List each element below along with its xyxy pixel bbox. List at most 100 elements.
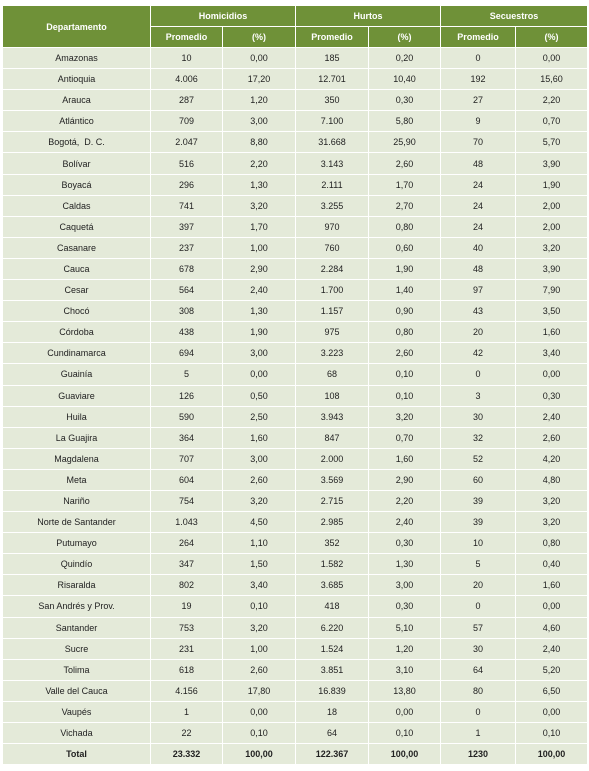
table-cell: 0 bbox=[440, 363, 517, 386]
table-cell: 3.943 bbox=[295, 405, 370, 428]
table-cell: 16.839 bbox=[295, 679, 370, 702]
table-cell: 60 bbox=[440, 468, 517, 491]
table-row: San Andrés y Prov. 19 0,10 418 0,30 0 0,00 bbox=[2, 595, 589, 618]
table-cell: 64 bbox=[440, 658, 517, 681]
table-cell: 590 bbox=[150, 405, 223, 428]
table-row: Magdalena 707 3,00 2.000 1,60 52 4,20 bbox=[2, 447, 589, 470]
table-cell: 0,00 bbox=[221, 363, 297, 386]
table-row: Valle del Cauca 4.156 17,80 16.839 13,80 80 6,… bbox=[2, 679, 589, 702]
table-cell: 0 bbox=[440, 46, 517, 70]
table-cell: San Andrés y Prov. bbox=[2, 595, 151, 618]
table-row: Cundinamarca 694 3,00 3.223 2,60 42 3,40 bbox=[2, 342, 589, 365]
table-cell: 42 bbox=[440, 342, 517, 365]
table-cell: 20 bbox=[440, 321, 517, 344]
table-cell: 0,80 bbox=[368, 215, 442, 238]
table-cell: 10 bbox=[150, 46, 223, 70]
table-row: Boyacá 296 1,30 2.111 1,70 24 1,90 bbox=[2, 173, 589, 196]
table-cell: 397 bbox=[150, 215, 223, 238]
table-cell: 2,40 bbox=[221, 279, 297, 302]
table-cell: 564 bbox=[150, 279, 223, 302]
table-cell: 3,00 bbox=[221, 447, 297, 470]
total-cell: Total bbox=[2, 743, 151, 766]
table-cell: 1,50 bbox=[221, 553, 297, 576]
table-cell: 0 bbox=[440, 595, 517, 618]
table-row: Guainía 5 0,00 68 0,10 0 0,00 bbox=[2, 363, 589, 386]
total-row: Total 23.332 100,00 122.367 100,00 1230 100,00 bbox=[2, 743, 589, 766]
group-header: Secuestros bbox=[440, 5, 589, 27]
table-cell: 2.284 bbox=[295, 257, 370, 281]
table-cell: 17,80 bbox=[221, 679, 297, 702]
table-row: Vichada 22 0,10 64 0,10 1 0,10 bbox=[2, 721, 589, 745]
table-cell: 364 bbox=[150, 426, 223, 449]
table-cell: 0,10 bbox=[515, 721, 589, 745]
table-cell: 3,00 bbox=[221, 342, 297, 365]
table-row: Vaupés 1 0,00 18 0,00 0 0,00 bbox=[2, 700, 589, 724]
table-cell: 1,70 bbox=[368, 173, 442, 196]
table-cell: 6,50 bbox=[515, 679, 589, 702]
table-cell: 12.701 bbox=[295, 68, 370, 91]
table-row: Chocó 308 1,30 1.157 0,90 43 3,50 bbox=[2, 300, 589, 323]
table-cell: 2,40 bbox=[515, 405, 589, 428]
table-row: Santander 753 3,20 6.220 5,10 57 4,60 bbox=[2, 616, 589, 639]
table-cell: 1,90 bbox=[221, 321, 297, 344]
table-cell: 1.043 bbox=[150, 511, 223, 534]
table-cell: 30 bbox=[440, 405, 517, 428]
table-cell: 64 bbox=[295, 721, 370, 745]
table-cell: 2,40 bbox=[515, 637, 589, 660]
table-cell: Caquetá bbox=[2, 215, 151, 238]
table-cell: 1 bbox=[150, 700, 223, 724]
table-cell: 4.156 bbox=[150, 679, 223, 702]
table-cell: 1,90 bbox=[515, 173, 589, 196]
table-cell: 802 bbox=[150, 574, 223, 597]
table-row: Guaviare 126 0,50 108 0,10 3 0,30 bbox=[2, 384, 589, 407]
table-cell: 0,30 bbox=[368, 89, 442, 112]
table-cell: 5,10 bbox=[368, 616, 442, 639]
table-cell: 97 bbox=[440, 279, 517, 302]
table-cell: 707 bbox=[150, 447, 223, 470]
table-cell: 9 bbox=[440, 110, 517, 133]
table-cell: 7,90 bbox=[515, 279, 589, 302]
table-row: Córdoba 438 1,90 975 0,80 20 1,60 bbox=[2, 321, 589, 344]
table-row: Bogotá, D. C. 2.047 8,80 31.668 25,90 70 5,70 bbox=[2, 131, 589, 154]
table-cell: Nariño bbox=[2, 489, 151, 513]
table-row: Sucre 231 1,00 1.524 1,20 30 2,40 bbox=[2, 637, 589, 660]
group-header: Hurtos bbox=[295, 5, 442, 27]
table-body: Amazonas 10 0,00 185 0,20 0 0,00 Antioquia 4.006… bbox=[2, 46, 589, 766]
table-cell: 5 bbox=[440, 553, 517, 576]
table-cell: 3,50 bbox=[515, 300, 589, 323]
table-cell: Norte de Santander bbox=[2, 511, 151, 534]
table-cell: 3,10 bbox=[368, 658, 442, 681]
table-cell: 0,70 bbox=[368, 426, 442, 449]
table-row: Caldas 741 3,20 3.255 2,70 24 2,00 bbox=[2, 194, 589, 217]
table-cell: 30 bbox=[440, 637, 517, 660]
table-row: La Guajira 364 1,60 847 0,70 32 2,60 bbox=[2, 426, 589, 449]
table-cell: 0,10 bbox=[368, 721, 442, 745]
table-cell: 0,10 bbox=[221, 595, 297, 618]
table-cell: 0,90 bbox=[368, 300, 442, 323]
table-cell: Valle del Cauca bbox=[2, 679, 151, 702]
table-cell: 185 bbox=[295, 46, 370, 70]
table-cell: 3.851 bbox=[295, 658, 370, 681]
table-cell: 5,20 bbox=[515, 658, 589, 681]
total-cell: 100,00 bbox=[221, 743, 297, 766]
table-cell: 40 bbox=[440, 236, 517, 259]
table-cell: 0,80 bbox=[515, 532, 589, 555]
table-cell: 2,00 bbox=[515, 215, 589, 238]
table-cell: 2.715 bbox=[295, 489, 370, 513]
table-header: Departamento Homicidios Hurtos Secuestros Pr… bbox=[2, 5, 589, 48]
table-cell: 5 bbox=[150, 363, 223, 386]
table-cell: 352 bbox=[295, 532, 370, 555]
table-row: Meta 604 2,60 3.569 2,90 60 4,80 bbox=[2, 468, 589, 491]
table-cell: 4,20 bbox=[515, 447, 589, 470]
table-row: Cauca 678 2,90 2.284 1,90 48 3,90 bbox=[2, 257, 589, 281]
table-cell: Boyacá bbox=[2, 173, 151, 196]
subheader-cell: (%) bbox=[368, 26, 442, 48]
table-cell: 2,50 bbox=[221, 405, 297, 428]
table-row: Tolima 618 2,60 3.851 3,10 64 5,20 bbox=[2, 658, 589, 681]
table-cell: 2,70 bbox=[368, 194, 442, 217]
table-row: Bolívar 516 2,20 3.143 2,60 48 3,90 bbox=[2, 152, 589, 175]
table-cell: 3.685 bbox=[295, 574, 370, 597]
table-cell: 1,00 bbox=[221, 236, 297, 259]
table-cell: 0,10 bbox=[221, 721, 297, 745]
table-cell: Quindío bbox=[2, 553, 151, 576]
